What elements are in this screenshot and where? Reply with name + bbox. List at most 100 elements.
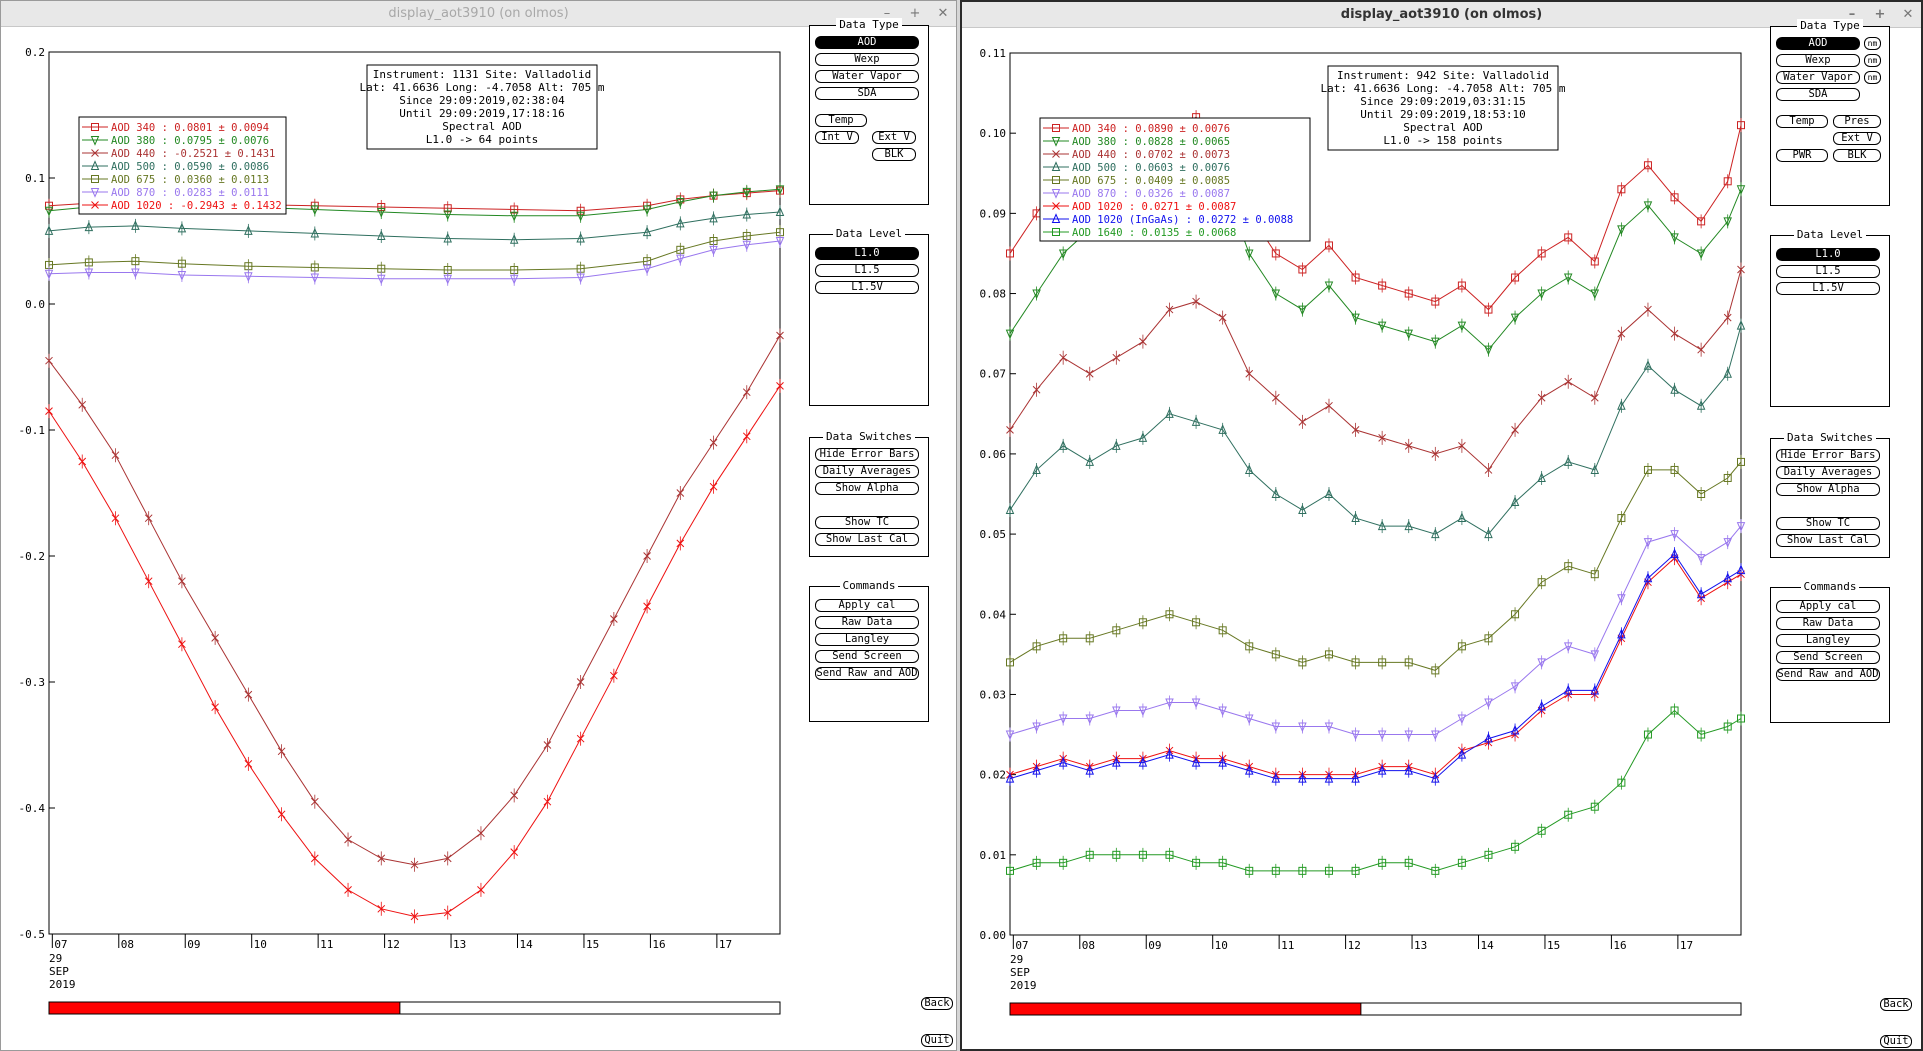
button-apply-cal[interactable]: Apply cal [1776, 600, 1880, 613]
button-pres[interactable]: Pres [1833, 115, 1881, 128]
left-titlebar[interactable]: display_aot3910 (on olmos) – + ✕ [1, 1, 956, 27]
x-tick-label: 09 [187, 938, 200, 951]
button-raw-data[interactable]: Raw Data [1776, 617, 1880, 630]
button-pwr[interactable]: PWR [1776, 149, 1828, 162]
square-marker [1006, 249, 1014, 258]
button-blk[interactable]: BLK [872, 148, 916, 161]
x-tick-label: 14 [520, 938, 534, 951]
triangle-down-marker [1051, 137, 1061, 147]
button-water-vapor[interactable]: Water Vapor [1776, 71, 1860, 84]
close-icon[interactable]: ✕ [1902, 7, 1914, 22]
button-sda[interactable]: SDA [815, 87, 919, 100]
button-show-alpha[interactable]: Show Alpha [1776, 483, 1880, 496]
unit-button-nm[interactable]: nm [1864, 71, 1881, 84]
x-marker [344, 835, 352, 844]
button-show-last-cal[interactable]: Show Last Cal [815, 533, 919, 546]
right-aod-chart[interactable]: 0.11 0.10 0.09 0.08 0.07 0.06 0.05 0.04 0.03 0.02… [962, 29, 1921, 1051]
x-marker [45, 407, 53, 415]
button-l1-5v[interactable]: L1.5V [1776, 282, 1880, 295]
button-send-raw-and-aod[interactable]: Send Raw and AOD [815, 667, 919, 680]
button-show-alpha[interactable]: Show Alpha [815, 482, 919, 495]
minimize-icon[interactable]: – [1848, 7, 1856, 22]
button-sda[interactable]: SDA [1776, 88, 1860, 101]
button-int-v[interactable]: Int V [815, 131, 859, 144]
x-marker [543, 741, 552, 749]
button-show-last-cal[interactable]: Show Last Cal [1776, 534, 1880, 547]
triangle-down-marker [1736, 522, 1746, 532]
button-water-vapor[interactable]: Water Vapor [815, 70, 919, 83]
maximize-icon[interactable]: + [909, 6, 921, 21]
button-show-tc[interactable]: Show TC [1776, 517, 1880, 530]
x-marker [1298, 417, 1307, 426]
y-tick-label: 0.1 [25, 172, 45, 185]
button-show-tc[interactable]: Show TC [815, 516, 919, 529]
button-aod[interactable]: AOD [815, 36, 919, 49]
info-line: Until 29:09:2019,17:18:16 [399, 107, 565, 120]
x-marker [742, 388, 751, 397]
button-blk[interactable]: BLK [1833, 149, 1881, 162]
button-langley[interactable]: Langley [815, 633, 919, 646]
button-send-screen[interactable]: Send Screen [1776, 651, 1880, 664]
triangle-down-marker [1351, 730, 1360, 741]
square-marker [1431, 866, 1440, 875]
maximize-icon[interactable]: + [1874, 7, 1886, 22]
triangle-down-marker [775, 185, 785, 196]
triangle-down-marker [1563, 273, 1573, 284]
square-marker [1670, 706, 1679, 715]
legend-label: AOD 500 : 0.0590 ± 0.0086 [111, 161, 269, 173]
triangle-down-marker [44, 206, 54, 217]
back-button[interactable]: Back [1880, 998, 1912, 1011]
button-daily-averages[interactable]: Daily Averages [815, 465, 919, 478]
button-l1-5v[interactable]: L1.5V [815, 281, 919, 294]
triangle-down-marker [1244, 714, 1254, 725]
button-hide-error-bars[interactable]: Hide Error Bars [815, 448, 919, 461]
button-apply-cal[interactable]: Apply cal [815, 599, 919, 612]
close-icon[interactable]: ✕ [937, 6, 949, 21]
square-marker [1723, 177, 1732, 186]
triangle-down-marker [1736, 185, 1746, 196]
quit-button[interactable]: Quit [1880, 1035, 1912, 1048]
x-marker [1245, 369, 1254, 378]
back-button[interactable]: Back [921, 997, 953, 1010]
button-temp[interactable]: Temp [1776, 115, 1828, 128]
y-tick-label: -0.1 [19, 424, 46, 437]
left-window-controls: – + ✕ [880, 1, 950, 27]
button-wexp[interactable]: Wexp [1776, 54, 1860, 67]
left-aod-chart[interactable]: 0.2 0.1 0.0 -0.1 -0.2 -0.3 -0.4 -0.5 07 08 09 10 11 1… [1, 28, 958, 1050]
unit-button-nm[interactable]: nm [1864, 37, 1881, 50]
button-send-screen[interactable]: Send Screen [815, 650, 919, 663]
triangle-down-marker [1617, 594, 1626, 604]
triangle-up-marker [1696, 400, 1706, 410]
square-marker [1670, 465, 1679, 474]
panel-data-level: Data Level L1.0 L1.5 L1.5V [809, 227, 929, 406]
button-langley[interactable]: Langley [1776, 634, 1880, 647]
triangle-up-marker [1431, 528, 1440, 539]
triangle-up-marker [1191, 756, 1201, 767]
x-marker [277, 810, 286, 819]
triangle-up-marker [1510, 724, 1520, 735]
triangle-up-marker [1723, 367, 1732, 378]
triangle-up-marker [1165, 748, 1174, 759]
button-ext-v[interactable]: Ext V [1833, 132, 1881, 145]
button-raw-data[interactable]: Raw Data [815, 616, 919, 629]
square-marker [1085, 850, 1094, 859]
triangle-up-marker [1457, 512, 1467, 523]
button-ext-v[interactable]: Ext V [872, 131, 916, 144]
button-wexp[interactable]: Wexp [815, 53, 919, 66]
button-daily-averages[interactable]: Daily Averages [1776, 466, 1880, 479]
triangle-up-marker [1563, 456, 1573, 466]
button-l1-5[interactable]: L1.5 [815, 264, 919, 277]
button-l1-5[interactable]: L1.5 [1776, 265, 1880, 278]
minimize-icon[interactable]: – [883, 6, 891, 21]
button-temp[interactable]: Temp [815, 114, 867, 127]
button-l1-0[interactable]: L1.0 [1776, 248, 1880, 261]
button-hide-error-bars[interactable]: Hide Error Bars [1776, 449, 1880, 462]
button-aod[interactable]: AOD [1776, 37, 1860, 50]
triangle-up-marker [1404, 764, 1413, 775]
quit-button[interactable]: Quit [921, 1034, 953, 1047]
right-titlebar[interactable]: display_aot3910 (on olmos) – + ✕ [962, 2, 1921, 28]
square-marker [1351, 273, 1360, 282]
button-send-raw-and-aod[interactable]: Send Raw and AOD [1776, 668, 1880, 681]
button-l1-0[interactable]: L1.0 [815, 247, 919, 260]
unit-button-nm[interactable]: nm [1864, 54, 1881, 67]
